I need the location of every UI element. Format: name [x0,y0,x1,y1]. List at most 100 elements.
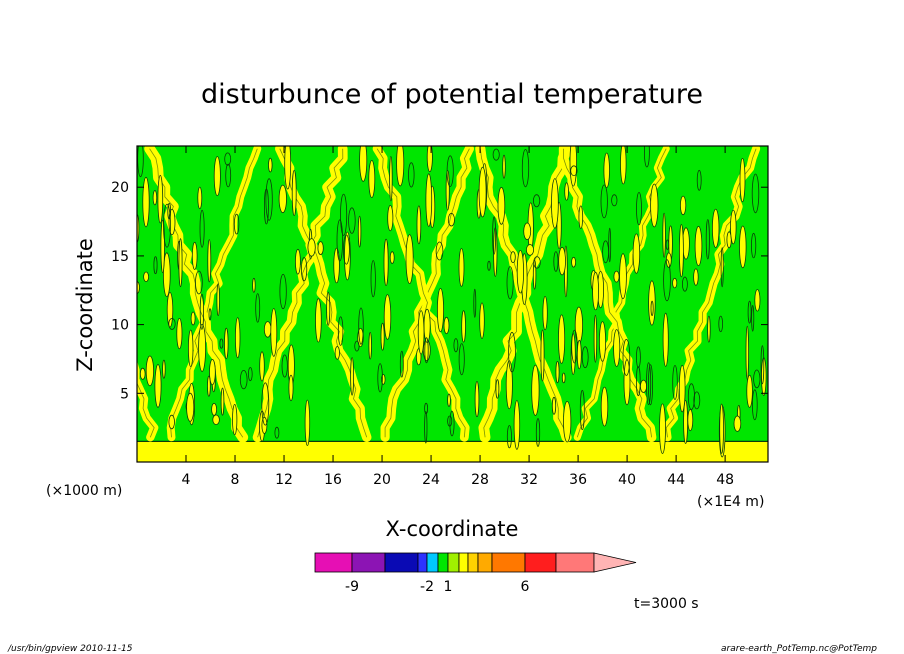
field-streak [389,155,393,202]
field-streak [558,314,566,364]
contour-loop [636,191,642,226]
contour-loop [300,257,308,282]
contour-loop [508,331,516,373]
contour-loop [326,291,331,326]
contour-loop [199,209,205,248]
field-streak [154,364,162,408]
contour-loop [646,362,652,406]
contour-loop [199,293,204,330]
x-tick-label: 4 [182,472,191,488]
field-streak [270,308,278,357]
y-tick-label: 20 [111,180,129,196]
colorbar-segment [458,552,469,573]
field-streak [425,173,433,227]
field-streak [571,256,576,268]
contour-loop [224,152,232,166]
field-streak [672,277,678,289]
field-streak [213,156,221,197]
ridge-contour [376,148,466,438]
field-streak [445,170,450,211]
contour-loop [274,426,280,439]
field-streak [564,182,569,201]
field-streak [224,327,229,360]
field-streak [422,339,431,362]
field-streak [288,374,294,402]
field-streak [555,360,560,384]
contour-loop [696,169,702,191]
x-unit-left: (×1000 m) [46,483,122,499]
contour-loop [447,212,455,227]
field-streak [166,292,174,328]
contour-loop [636,346,641,369]
contour-loop [705,219,710,260]
colorbar-segment [477,552,493,573]
field-streak [334,346,340,360]
contour-loop [492,216,497,255]
contour-loop [622,338,631,376]
colorbar-segment [314,552,353,573]
contour-loop [579,389,585,431]
field-streak [315,298,322,343]
field-streak [317,241,324,256]
field-streak [479,302,485,339]
contour-loop [336,219,343,262]
contour-loop [354,340,360,352]
field-streak [687,409,694,432]
contour-loop [447,415,453,427]
contour-loop [233,213,240,235]
contour-loop [751,173,760,214]
field-streak [576,339,582,370]
field-streak [387,205,394,232]
field-streak [197,186,203,210]
contour-loop [487,260,491,271]
y-axis-label: Z-coordinate [73,238,97,372]
field-streak [294,248,301,275]
colorbar-label: -2 [420,579,434,595]
field-streak [505,360,513,410]
field-streak [540,329,545,382]
field-streak [523,222,532,241]
field-streak [650,183,659,228]
colorbar-segment [491,552,526,573]
plot-area [136,145,769,463]
field-streak [662,212,666,258]
contour-loop [208,308,212,321]
contour-loop [506,425,512,449]
colorbar-label: 6 [521,579,530,595]
contour-loop [682,276,688,292]
field-streak [574,306,584,344]
x-tick-label: 32 [520,472,538,488]
field-streak [207,239,212,283]
field-streak [603,152,610,188]
field-streak [640,379,648,393]
contour-loop [424,411,428,444]
field-streak [191,241,198,270]
field-streak [380,322,385,351]
field-streak [152,190,158,206]
contour-loop [239,369,248,390]
field-streak [359,146,368,182]
field-streak [176,317,183,350]
colorbar-segment [447,552,460,573]
field-streak [558,246,566,276]
field-streak [613,270,620,283]
ridge-contour [149,148,244,438]
field-streak [383,238,389,286]
contour-loop [492,148,500,161]
colorbar-segment [351,552,386,573]
contour-loop [435,241,444,261]
contour-loop [570,165,578,177]
field-streak [350,357,355,396]
field-streak [168,414,175,430]
contour-loop [648,364,654,406]
field-streak [186,392,195,422]
x-tick-label: 8 [231,472,240,488]
field-streak [632,233,641,274]
contour-loop [535,418,541,447]
contour-loop [337,316,344,346]
field-streak [745,325,749,380]
field-streak [739,225,747,269]
field-streak [447,393,451,407]
contour-loop [399,350,404,378]
